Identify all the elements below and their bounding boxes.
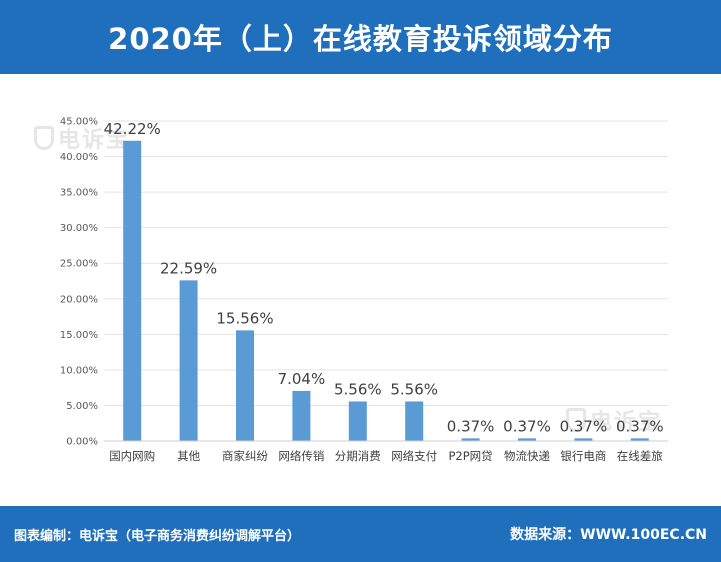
y-tick-label: 35.00%: [60, 188, 98, 199]
data-label: 0.37%: [447, 417, 495, 435]
x-tick-label: 商家纠纷: [222, 449, 268, 463]
y-tick-label: 30.00%: [60, 223, 98, 234]
bar-chart: 0.00% 5.00% 10.00% 15.00% 20.00% 25.00% 30.00%…: [60, 117, 668, 463]
data-label: 42.22%: [104, 120, 161, 138]
data-label: 15.56%: [216, 309, 273, 327]
y-tick-label: 40.00%: [60, 152, 98, 163]
data-label: 7.04%: [278, 370, 326, 388]
x-tick-label: 网络支付: [391, 449, 437, 463]
y-tick-label: 20.00%: [60, 294, 98, 305]
footer-source: 数据来源：WWW.100EC.CN: [510, 527, 707, 543]
x-tick-label: 银行电商: [560, 449, 606, 463]
bar: [574, 438, 593, 441]
y-tick-label: 10.00%: [60, 365, 98, 376]
bar: [405, 401, 424, 441]
x-tick-label: P2P网贷: [449, 449, 493, 463]
data-label: 5.56%: [334, 380, 382, 398]
data-label: 22.59%: [160, 259, 217, 277]
chart-area: 电诉宝 电诉宝 0.00% 5.00% 10.00% 15.00% 20.00% 25.0…: [0, 74, 721, 506]
bar: [179, 280, 198, 441]
bar: [292, 390, 311, 441]
x-tick-label: 国内网购: [109, 449, 155, 463]
bar: [461, 438, 480, 441]
x-tick-label: 其他: [177, 449, 200, 463]
x-tick-label: 物流快递: [504, 449, 550, 463]
y-tick-label: 0.00%: [66, 437, 98, 448]
y-tick-label: 25.00%: [60, 259, 98, 270]
data-label: 5.56%: [390, 380, 438, 398]
bar: [236, 330, 254, 441]
data-label: 0.37%: [503, 417, 551, 435]
data-label: 0.37%: [560, 417, 608, 435]
y-tick-label: 15.00%: [60, 330, 98, 341]
y-tick-label: 45.00%: [60, 117, 98, 128]
bar: [348, 401, 367, 441]
x-tick-label: 分期消费: [335, 449, 381, 463]
bar: [123, 140, 142, 441]
bar: [518, 438, 536, 441]
page-title: 2020年（上）在线教育投诉领域分布: [108, 22, 613, 56]
bar: [630, 438, 649, 441]
footer-bar: 图表编制：电诉宝（电子商务消费纠纷调解平台） 数据来源：WWW.100EC.CN: [0, 506, 721, 562]
header-bar: 2020年（上）在线教育投诉领域分布: [0, 0, 721, 74]
footer-credit: 图表编制：电诉宝（电子商务消费纠纷调解平台）: [14, 528, 301, 544]
y-tick-label: 5.00%: [66, 401, 98, 412]
data-label: 0.37%: [616, 417, 664, 435]
x-tick-label: 网络传销: [278, 449, 324, 463]
x-tick-label: 在线差旅: [617, 449, 663, 463]
